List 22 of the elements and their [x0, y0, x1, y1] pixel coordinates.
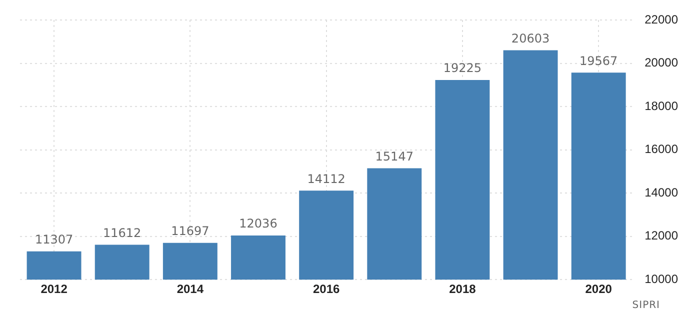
y-tick-label: 14000 [644, 185, 678, 200]
data-label: 11612 [103, 226, 142, 240]
x-tick-label: 2016 [312, 282, 340, 296]
x-tick-label: 2018 [449, 282, 476, 296]
y-tick-label: 22000 [644, 12, 678, 26]
data-label: 14112 [307, 172, 346, 186]
y-tick-label: 18000 [644, 98, 678, 113]
y-tick-label: 12000 [644, 228, 678, 243]
x-tick-label: 2012 [40, 282, 68, 296]
x-tick-label: 2020 [585, 282, 612, 296]
text: SIPRI [632, 300, 660, 311]
data-label: 20603 [511, 31, 550, 46]
x-tick-label: 2014 [176, 282, 204, 296]
y-tick-label: 10000 [644, 272, 678, 286]
data-label: 19225 [443, 61, 482, 76]
data-label: 15147 [375, 149, 414, 164]
y-tick-label: 20000 [644, 56, 678, 70]
y-tick-label: 16000 [644, 142, 678, 156]
data-label: 11697 [171, 224, 210, 238]
data-label: 12036 [239, 216, 278, 231]
data-label: 11307 [34, 232, 74, 246]
data-label: 19567 [580, 54, 618, 68]
